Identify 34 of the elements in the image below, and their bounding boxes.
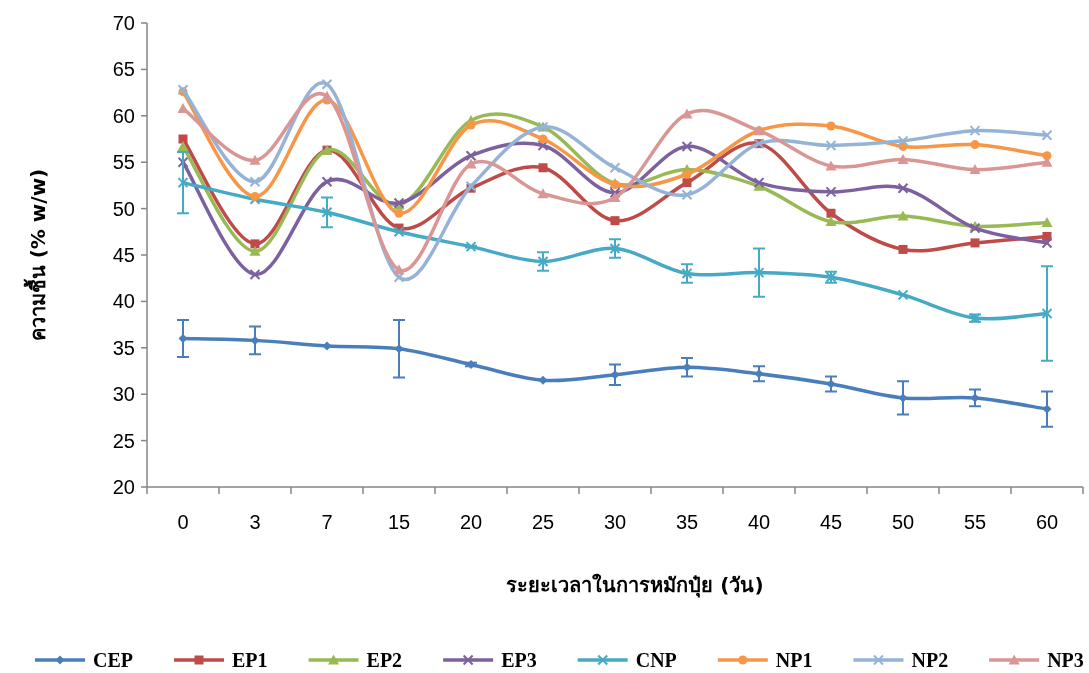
x-tick-label: 7 xyxy=(321,511,333,533)
y-tick-label: 55 xyxy=(112,151,135,174)
x-tick-label: 35 xyxy=(675,511,699,533)
legend-label: NP3 xyxy=(1047,649,1084,671)
y-tick-label: 20 xyxy=(112,476,135,498)
x-tick-label: 20 xyxy=(459,511,483,533)
legend-label: NP1 xyxy=(775,649,813,671)
y-tick-label: 70 xyxy=(112,12,135,34)
legend-label: EP1 xyxy=(232,649,268,671)
x-tick-label: 40 xyxy=(747,511,771,533)
x-tick-label: 50 xyxy=(891,511,915,533)
x-tick-label: 30 xyxy=(603,511,627,533)
x-tick-label: 55 xyxy=(963,511,987,533)
x-tick-label: 3 xyxy=(249,511,261,533)
y-tick-label: 40 xyxy=(112,290,135,313)
x-tick-label: 45 xyxy=(819,511,843,533)
x-axis-title: ระยะเวลาในการหมักปุ๋ย (วัน) xyxy=(506,573,764,598)
y-tick-label: 60 xyxy=(112,104,135,127)
x-tick-label: 15 xyxy=(387,511,411,533)
y-tick-label: 25 xyxy=(112,429,135,452)
y-tick-label: 30 xyxy=(112,383,135,406)
x-tick-label: 0 xyxy=(177,511,189,533)
legend-label: EP2 xyxy=(366,649,403,671)
x-tick-label: 25 xyxy=(531,511,555,533)
y-axis-title: ความชื้น (% w/w) xyxy=(23,168,50,342)
legend-label: EP3 xyxy=(501,649,537,671)
legend-label: CNP xyxy=(635,649,677,671)
y-tick-label: 65 xyxy=(112,58,135,81)
y-tick-label: 35 xyxy=(112,336,135,359)
y-tick-label: 50 xyxy=(112,197,135,220)
x-tick-label: 60 xyxy=(1035,511,1059,533)
legend-label: CEP xyxy=(93,649,133,671)
y-tick-label: 45 xyxy=(112,244,135,266)
legend-label: NP2 xyxy=(911,649,949,671)
